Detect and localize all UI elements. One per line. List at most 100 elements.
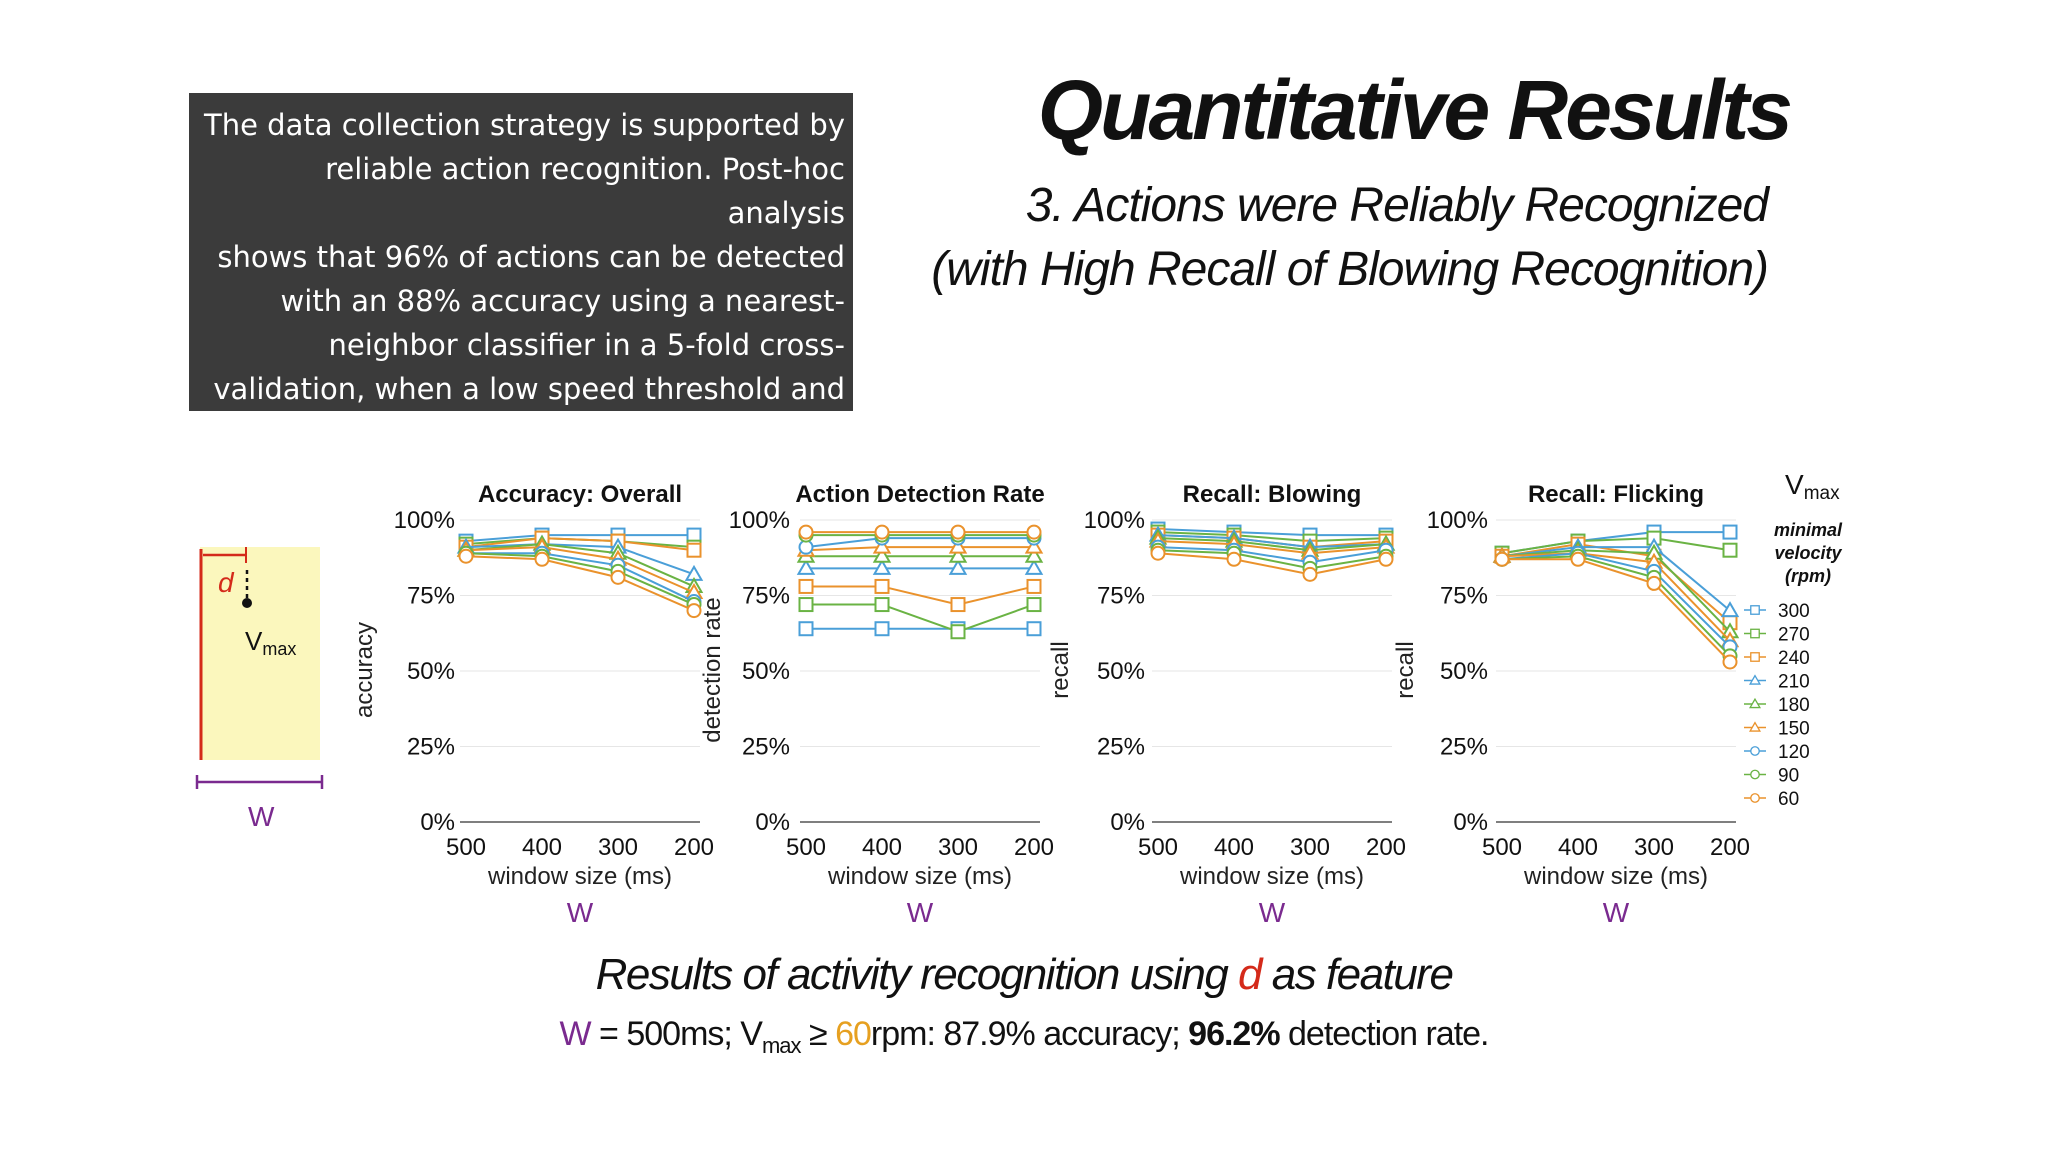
x-tick-label: 300 (1290, 834, 1330, 861)
y-tick-label: 100% (1427, 507, 1488, 534)
legend-vmax-label: Vmax (1785, 469, 1840, 504)
data-point (1494, 551, 1510, 567)
series-line (1501, 549, 1731, 633)
y-tick-label: 75% (742, 583, 790, 610)
data-point (872, 558, 892, 575)
x-tick-label: 400 (1214, 834, 1254, 861)
x-tick-label: 500 (446, 834, 486, 861)
data-point (1722, 654, 1738, 670)
data-point (1722, 524, 1738, 540)
data-point (1150, 545, 1166, 561)
y-tick-label: 25% (1097, 734, 1145, 761)
data-point (1720, 601, 1740, 618)
y-tick-label: 50% (1097, 658, 1145, 685)
y-tick-label: 75% (1097, 583, 1145, 610)
x-axis-label: window size (ms) (827, 863, 1012, 890)
series-line (1501, 552, 1731, 648)
legend-caption-line: (rpm) (1785, 566, 1831, 586)
summary-line: reliable action recognition. Post-hoc an… (325, 152, 845, 230)
data-point (948, 537, 968, 554)
data-point (950, 524, 966, 540)
series-line (1157, 537, 1387, 552)
legend-caption-line: minimal (1774, 520, 1843, 540)
x-tick-label: 200 (1366, 834, 1406, 861)
y-axis-label: detection rate (699, 597, 726, 742)
x-tick-label: 300 (938, 834, 978, 861)
data-point (686, 542, 702, 558)
chart-panel: Accuracy: Overall 0% 25% 50% 75% 100% 500 400 30… (351, 481, 714, 928)
data-point (458, 548, 474, 564)
data-point (872, 537, 892, 554)
y-tick-label: 100% (394, 507, 455, 534)
y-tick-label: 0% (755, 809, 790, 836)
series-line (1157, 531, 1387, 543)
chart-title: Recall: Blowing (1183, 481, 1362, 508)
w-axis-label: W (907, 897, 934, 928)
series-line (465, 546, 695, 594)
page-subtitle-line2: (with High Recall of Blowing Recognition… (931, 243, 1769, 296)
y-tick-label: 75% (1440, 583, 1488, 610)
x-tick-label: 200 (674, 834, 714, 861)
data-point (1226, 551, 1242, 567)
y-axis-label: accuracy (351, 622, 378, 718)
x-tick-label: 200 (1710, 834, 1750, 861)
series-line (805, 546, 1034, 552)
data-point (1302, 566, 1318, 582)
summary-line: validation, when a low speed threshold a… (213, 372, 845, 406)
legend-marker (1750, 769, 1760, 780)
series-line (1501, 543, 1731, 624)
y-tick-label: 100% (729, 507, 790, 534)
data-point (686, 527, 702, 543)
data-point (950, 624, 966, 640)
summary-sub: max (761, 1032, 802, 1058)
summary-bold: 96.2% (1188, 1015, 1280, 1053)
w-axis-label: W (1603, 897, 1630, 928)
summary-line: with an 88% accuracy using a nearest- (280, 284, 845, 318)
data-point (534, 551, 550, 567)
y-tick-label: 25% (742, 734, 790, 761)
legend-label: 180 (1778, 695, 1810, 716)
legend-label: 240 (1778, 648, 1810, 669)
data-point (950, 597, 966, 613)
y-tick-label: 0% (1453, 809, 1488, 836)
data-point (1570, 551, 1586, 567)
vmax-point (242, 598, 252, 608)
data-point (798, 578, 814, 594)
y-tick-label: 25% (1440, 734, 1488, 761)
chart-panel: Recall: Blowing 0% 25% 50% 75% 100% 500 400 300 2… (1047, 481, 1406, 928)
data-point (686, 603, 702, 619)
chart-title: Action Detection Rate (795, 481, 1044, 508)
legend-label: 120 (1778, 742, 1810, 763)
w-axis-label: W (1259, 897, 1286, 928)
w-axis-label: W (567, 897, 594, 928)
y-axis-label: recall (1392, 641, 1419, 698)
summary-line: shows that 96% of actions can be detecte… (217, 240, 845, 274)
legend-marker (1748, 697, 1762, 709)
page-subtitle-line1: 3. Actions were Reliably Recognized (1025, 179, 1769, 232)
data-point (874, 578, 890, 594)
legend-label: 60 (1778, 789, 1799, 810)
results-summary: W = 500ms; Vmax ≥ 60rpm: 87.9% accuracy;… (0, 1015, 2048, 1059)
series-line (1157, 534, 1387, 549)
data-point (1024, 537, 1044, 554)
y-tick-label: 50% (1440, 658, 1488, 685)
x-axis-label: window size (ms) (1179, 863, 1364, 890)
w-label: W (248, 801, 275, 832)
charts-group: Accuracy: Overall 0% 25% 50% 75% 100% 500 400 30… (351, 481, 1750, 928)
chart-title: Accuracy: Overall (478, 481, 682, 508)
data-point (948, 546, 968, 563)
legend-caption-line: velocity (1774, 543, 1842, 563)
series-line (465, 555, 695, 612)
data-point (798, 524, 814, 540)
x-tick-label: 400 (1558, 834, 1598, 861)
series-line (466, 552, 695, 603)
data-point (1378, 551, 1394, 567)
x-tick-label: 500 (1482, 834, 1522, 861)
y-tick-label: 50% (742, 658, 790, 685)
chart-panel: Recall: Flicking 0% 25% 50% 75% 100% 500 400 300… (1392, 481, 1750, 928)
x-tick-label: 400 (522, 834, 562, 861)
summary-line: neighbor classifier in a 5-fold cross- (328, 328, 845, 362)
